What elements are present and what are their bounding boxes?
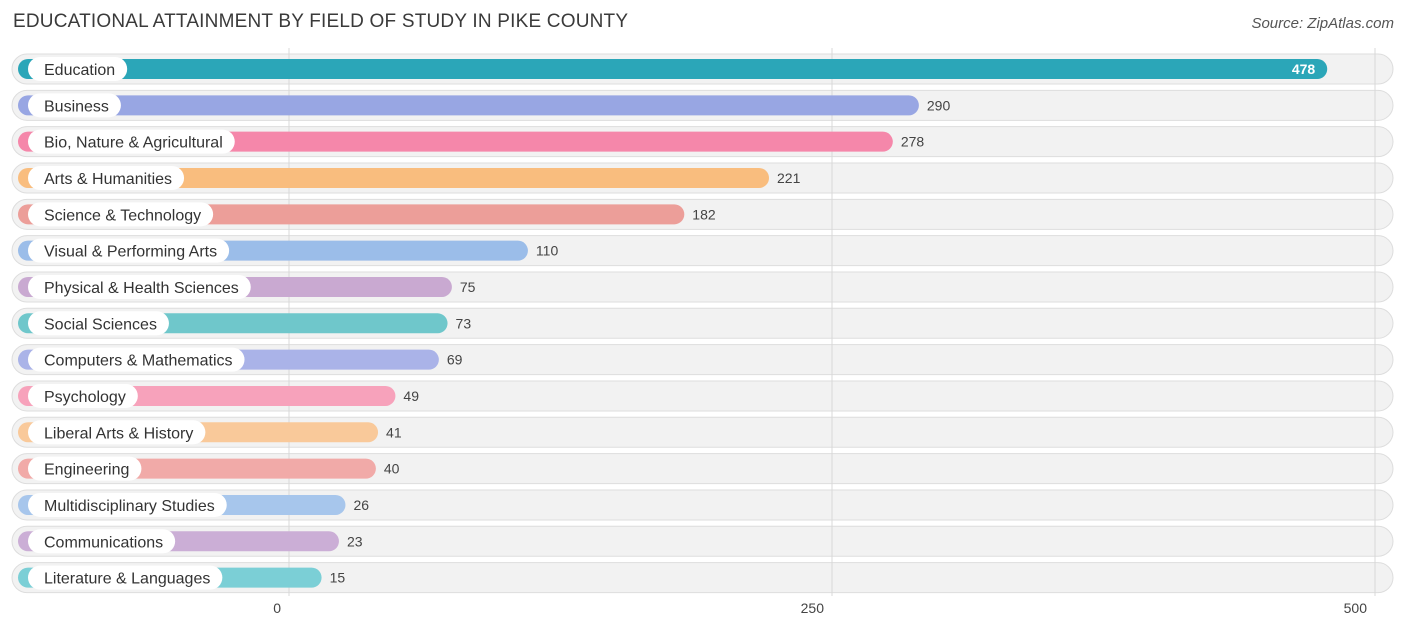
x-tick-label: 250 (801, 600, 825, 616)
category-label-pill (28, 565, 223, 590)
category-label-pill (28, 456, 142, 481)
category-label: Social Sciences (44, 316, 157, 333)
category-label-pill (28, 420, 206, 445)
value-label: 478 (1292, 61, 1316, 77)
value-label: 110 (536, 243, 559, 259)
category-label: Psychology (44, 389, 126, 406)
bar (18, 59, 1328, 79)
category-label-pill (28, 93, 121, 118)
category-label-pill (28, 529, 176, 554)
category-label: Bio, Nature & Agricultural (44, 135, 223, 152)
category-label-pill (28, 238, 230, 263)
x-tick-label: 0 (273, 600, 281, 616)
category-label-pill (28, 347, 245, 372)
row-track (11, 489, 1394, 521)
category-label-pill (28, 165, 185, 190)
value-label: 278 (901, 134, 925, 150)
value-label: 49 (403, 388, 419, 404)
row-track (11, 525, 1394, 557)
value-label: 15 (330, 570, 346, 586)
category-label: Computers & Mathematics (44, 353, 233, 370)
category-label: Liberal Arts & History (44, 425, 193, 442)
value-label: 69 (447, 352, 463, 368)
value-label: 221 (777, 170, 801, 186)
category-label-pill (28, 57, 128, 81)
x-tick-label: 500 (1344, 600, 1368, 616)
category-label: Science & Technology (44, 207, 201, 224)
bar (18, 167, 770, 188)
category-label: Communications (44, 534, 163, 551)
category-label-pill (28, 311, 169, 336)
row-track (11, 562, 1394, 594)
category-label-pill (28, 129, 235, 154)
category-label: Arts & Humanities (44, 171, 172, 188)
value-label: 182 (692, 206, 716, 222)
chart-title: EDUCATIONAL ATTAINMENT BY FIELD OF STUDY… (13, 11, 629, 32)
value-label: 73 (456, 315, 472, 331)
category-label-pill (28, 274, 251, 299)
category-label: Visual & Performing Arts (44, 244, 217, 261)
category-label: Education (44, 62, 115, 79)
bar (18, 131, 893, 152)
chart-source: Source: ZipAtlas.com (1251, 15, 1394, 32)
value-label: 23 (347, 533, 363, 549)
category-label-pill (28, 492, 227, 517)
category-label: Physical & Health Sciences (44, 280, 239, 297)
category-label: Engineering (44, 462, 129, 479)
value-label: 290 (927, 97, 951, 113)
bar (18, 95, 919, 116)
value-label: 75 (460, 279, 476, 295)
value-label: 40 (384, 461, 400, 477)
category-label: Literature & Languages (44, 571, 210, 588)
category-label-pill (28, 383, 138, 408)
value-label: 41 (386, 424, 402, 440)
category-label: Multidisciplinary Studies (44, 498, 215, 515)
value-label: 26 (353, 497, 369, 513)
category-label-pill (28, 202, 214, 227)
category-label: Business (44, 98, 109, 115)
